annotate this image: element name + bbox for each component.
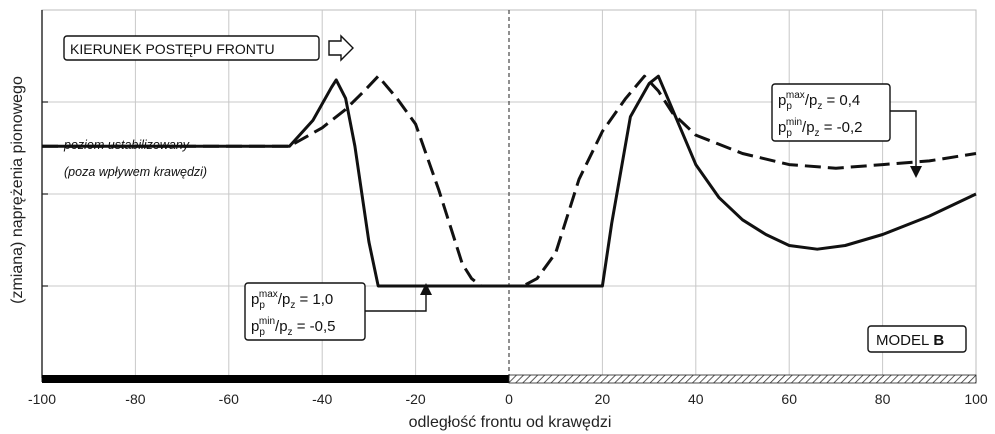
solid-ratio-connector	[365, 292, 427, 312]
model-label-box: MODEL B	[867, 325, 967, 353]
solid-series-line	[42, 74, 977, 288]
dashed-ratio-connector	[890, 110, 917, 168]
dashed-series-line	[42, 74, 977, 288]
dashed-ratio-box: ppmax/pz = 0,4 ppmin/pz = -0,2	[771, 83, 922, 178]
x-tick-label: 40	[688, 391, 704, 407]
x-tick-label: 0	[505, 391, 513, 407]
x-tick-label: 60	[781, 391, 797, 407]
model-label: MODEL B	[876, 332, 944, 349]
hatched-strip	[508, 374, 977, 384]
direction-label: KIERUNEK POSTĘPU FRONTU	[70, 41, 275, 57]
dashed-ratio-min: ppmin/pz = -0,2	[778, 117, 863, 139]
direction-annotation: KIERUNEK POSTĘPU FRONTU	[63, 34, 354, 62]
solid-ratio-arrowhead-icon	[420, 283, 432, 295]
x-tick-label: 20	[595, 391, 611, 407]
x-tick-label: -80	[125, 391, 145, 407]
dashed-ratio-arrowhead-icon	[910, 166, 922, 178]
x-tick-label: -40	[312, 391, 332, 407]
level-note-line1: poziom ustabilizowany	[63, 138, 190, 152]
solid-ratio-box: ppmax/pz = 1,0 ppmin/pz = -0,5	[244, 282, 432, 341]
solid-ratio-max: ppmax/pz = 1,0	[251, 289, 333, 311]
x-tick-label: 100	[964, 391, 988, 407]
x-tick-label: 80	[875, 391, 891, 407]
x-axis-label: odległość frontu od krawędzi	[409, 414, 612, 431]
x-tick-label: -20	[405, 391, 425, 407]
solid-ratio-min: ppmin/pz = -0,5	[251, 316, 336, 338]
level-note-line2: (poza wpływem krawędzi)	[64, 165, 207, 179]
axes	[41, 10, 977, 384]
x-tick-label: -60	[219, 391, 239, 407]
x-tick-labels: -100 -80 -60 -40 -20 0 20 40 60 80 100	[28, 391, 988, 407]
direction-arrow-icon	[328, 34, 354, 62]
solid-strip	[42, 375, 509, 383]
dashed-ratio-max: ppmax/pz = 0,4	[778, 90, 860, 112]
y-axis-label: (zmiana) naprężenia pionowego	[9, 76, 26, 304]
x-tick-label: -100	[28, 391, 56, 407]
series-lines	[42, 74, 977, 288]
